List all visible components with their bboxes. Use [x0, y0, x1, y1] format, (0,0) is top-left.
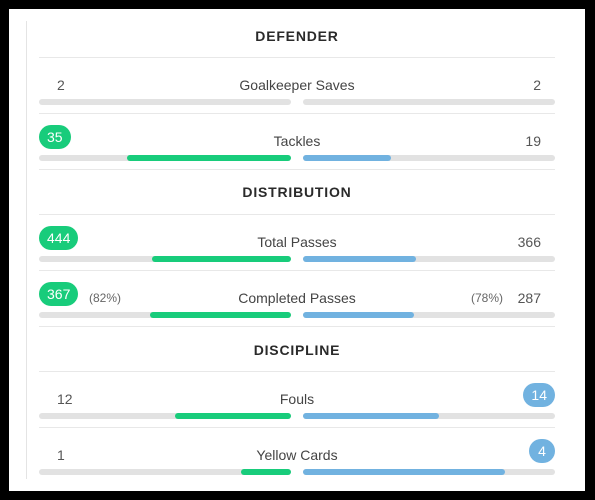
- divider: [39, 169, 555, 170]
- away-percentage: (78%): [470, 291, 503, 305]
- divider: [39, 371, 555, 372]
- stat-row-yellow-cards: 1 Yellow Cards 4: [39, 435, 555, 491]
- home-bar-track: [39, 312, 291, 318]
- stat-row-tackles: 35 Tackles 19: [39, 121, 555, 177]
- stat-label: Goalkeeper Saves: [239, 77, 355, 93]
- away-bar-track: [303, 155, 555, 161]
- home-value-badge: 444: [39, 226, 79, 250]
- home-bar-track: [39, 155, 291, 161]
- home-value-badge: 367: [39, 282, 79, 306]
- home-value-badge: 35: [39, 125, 71, 149]
- away-bar-track: [303, 256, 555, 262]
- home-bar-fill: [152, 256, 291, 262]
- home-bar-fill: [149, 312, 291, 318]
- panel-left-border: [26, 21, 27, 479]
- home-bar-fill: [240, 469, 291, 475]
- stat-label: Fouls: [279, 391, 315, 407]
- section-title-defender: DEFENDER: [255, 28, 339, 44]
- away-value-badge: 14: [523, 383, 555, 407]
- home-bar-track: [39, 413, 291, 419]
- divider: [39, 214, 555, 215]
- section-title-distribution: DISTRIBUTION: [242, 184, 352, 200]
- stat-row-fouls: 12 Fouls 14: [39, 379, 555, 435]
- home-value: 12: [57, 391, 73, 407]
- section-title-discipline: DISCIPLINE: [253, 342, 341, 358]
- away-value-badge: 4: [529, 439, 555, 463]
- away-value: 287: [517, 290, 541, 306]
- stat-row-goalkeeper-saves: 2 Goalkeeper Saves 2: [39, 65, 555, 121]
- away-value: 19: [525, 133, 541, 149]
- away-bar-fill: [303, 256, 417, 262]
- stat-row-completed-passes: 367 (82%) Completed Passes (78%) 287: [39, 278, 555, 334]
- home-bar-fill: [175, 413, 291, 419]
- home-bar-track: [39, 469, 291, 475]
- away-bar-fill: [303, 413, 440, 419]
- divider: [39, 113, 555, 114]
- stat-label: Completed Passes: [238, 290, 356, 306]
- home-bar-track: [39, 99, 291, 105]
- away-bar-fill: [303, 469, 505, 475]
- match-stats-panel: DEFENDER 2 Goalkeeper Saves 2 35 Tackles…: [9, 9, 585, 491]
- away-bar-track: [303, 312, 555, 318]
- stat-label: Yellow Cards: [256, 447, 338, 463]
- home-percentage: (82%): [89, 291, 122, 305]
- stat-label: Total Passes: [257, 234, 337, 250]
- divider: [39, 57, 555, 58]
- home-bar-track: [39, 256, 291, 262]
- home-value: 2: [57, 77, 65, 93]
- stat-label: Tackles: [273, 133, 321, 149]
- home-bar-fill: [127, 155, 291, 161]
- divider: [39, 326, 555, 327]
- home-value: 1: [57, 447, 65, 463]
- away-bar-fill: [303, 155, 392, 161]
- away-value: 2: [533, 77, 541, 93]
- stat-row-total-passes: 444 Total Passes 366: [39, 222, 555, 278]
- away-bar-track: [303, 99, 555, 105]
- away-value: 366: [517, 234, 541, 250]
- away-bar-track: [303, 469, 555, 475]
- away-bar-fill: [303, 312, 414, 318]
- divider: [39, 270, 555, 271]
- away-bar-track: [303, 413, 555, 419]
- divider: [39, 427, 555, 428]
